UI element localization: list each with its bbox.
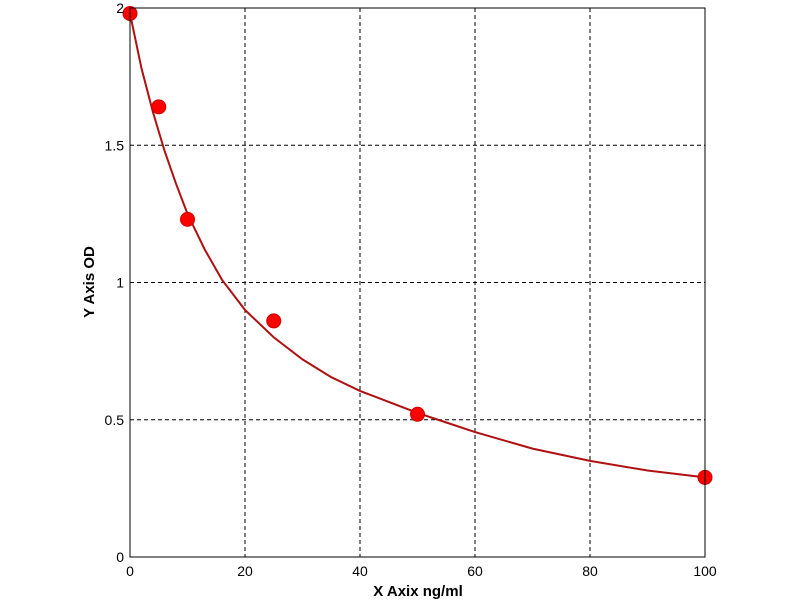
y-tick-label: 1.5 <box>105 137 125 153</box>
y-tick-label: 2 <box>116 0 124 16</box>
fit-curve-line <box>129 13 706 479</box>
y-tick-label: 1 <box>116 275 124 291</box>
x-tick-label: 0 <box>126 563 134 579</box>
data-point <box>180 211 195 227</box>
x-tick-label: 60 <box>467 563 483 579</box>
data-point <box>266 313 282 329</box>
grid-lines <box>130 8 705 557</box>
x-tick-label: 80 <box>582 563 598 579</box>
x-tick-label: 20 <box>237 563 253 579</box>
y-tick-labels: 0 0.5 1 1.5 2 <box>105 0 125 565</box>
fit-curve-layer <box>129 13 706 479</box>
y-tick-label: 0 <box>116 549 124 565</box>
data-point <box>410 406 425 422</box>
data-point <box>151 99 167 115</box>
x-axis-title: X Axix ng/ml <box>373 583 462 600</box>
y-axis-title: Y Axis OD <box>81 246 98 318</box>
x-tick-label: 100 <box>693 563 717 579</box>
x-tick-labels: 0 20 40 60 80 100 <box>126 563 717 579</box>
x-tick-label: 40 <box>352 563 368 579</box>
plot-frame <box>129 7 706 558</box>
y-tick-label: 0.5 <box>105 412 125 428</box>
